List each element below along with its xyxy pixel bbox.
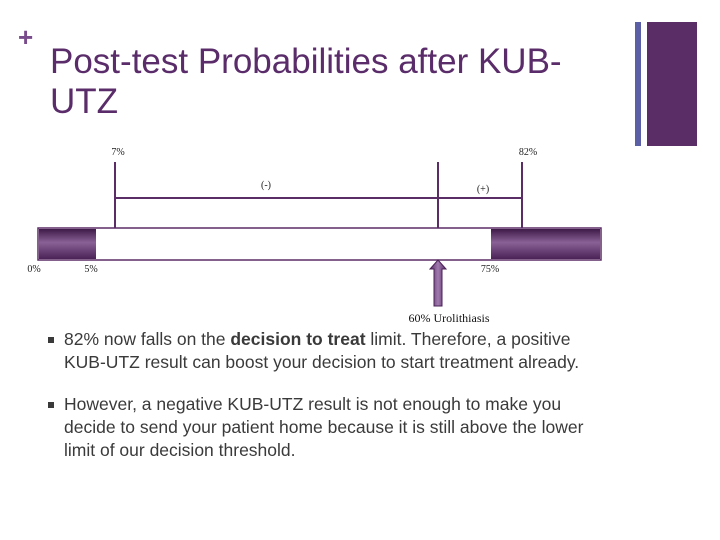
threshold-diagram: 7% 82% (-) (+) 0% 5% 75% 60% Urolithiasi… xyxy=(27,147,602,325)
label-7-percent: 7% xyxy=(111,147,124,158)
treatment-threshold-zone xyxy=(491,229,600,259)
test-threshold-zone xyxy=(39,229,96,259)
up-arrow-icon xyxy=(428,259,448,307)
slide-title: Post-test Probabilities after KUB-UTZ xyxy=(50,42,562,121)
label-82-percent: 82% xyxy=(519,147,537,158)
decorative-wide-bar xyxy=(647,22,697,146)
positive-label: (+) xyxy=(477,184,489,195)
plus-icon: + xyxy=(18,22,34,52)
bullet-list: 82% now falls on the decision to treat l… xyxy=(48,328,608,481)
bullet-1-text-end: limit. Therefore, a positive KUB-UTZ res… xyxy=(64,329,580,372)
bullet-item-1: 82% now falls on the decision to treat l… xyxy=(48,328,608,374)
bullet-item-2: However, a negative KUB-UTZ result is no… xyxy=(48,393,608,462)
decorative-thin-bar xyxy=(635,22,641,146)
negative-label: (-) xyxy=(261,180,271,191)
bullet-icon xyxy=(48,337,54,343)
bullet-1-text-start: 82% now falls on the xyxy=(64,329,231,349)
arrow-label: 60% Urolithiasis xyxy=(409,311,490,325)
bullet-1-bold-text: decision to treat xyxy=(230,329,366,349)
bullet-icon xyxy=(48,402,54,408)
label-5-percent: 5% xyxy=(84,264,97,275)
label-0-percent: 0% xyxy=(27,264,40,275)
bullet-2-text: However, a negative KUB-UTZ result is no… xyxy=(64,394,584,460)
label-75-percent: 75% xyxy=(481,264,499,275)
